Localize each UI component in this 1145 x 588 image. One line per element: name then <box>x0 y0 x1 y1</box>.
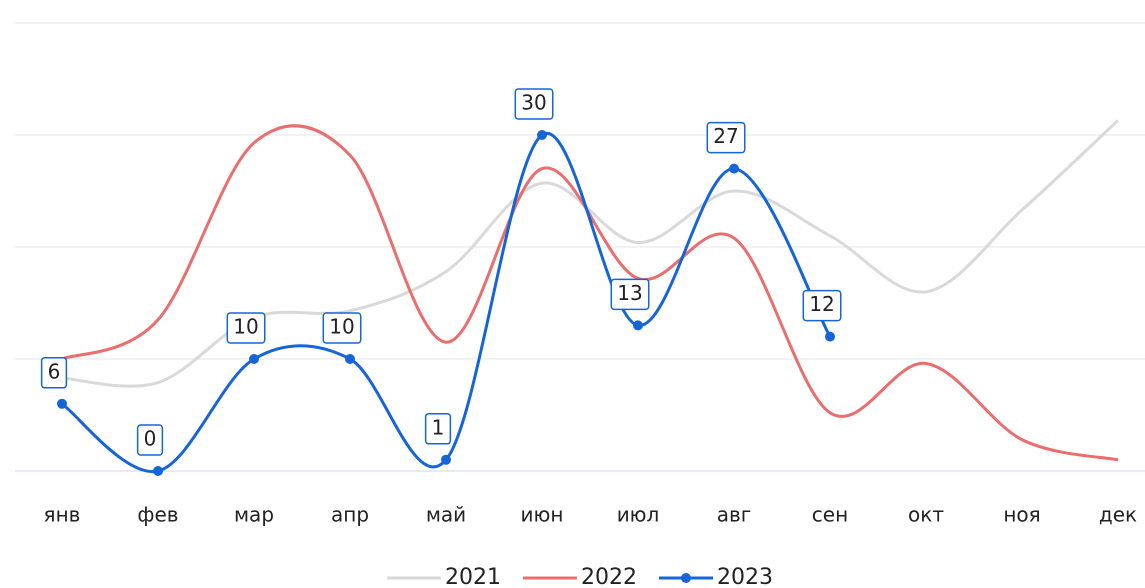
data-label-text: 6 <box>48 359 61 383</box>
legend-marker <box>681 573 691 583</box>
data-label-box <box>226 312 266 344</box>
point-marker <box>537 130 547 140</box>
data-label-text: 1 <box>432 415 445 439</box>
data-label: 10 <box>226 312 266 344</box>
point-marker <box>633 320 643 331</box>
x-tick-label: янв <box>44 503 81 527</box>
series-line <box>61 131 832 473</box>
data-label-box <box>40 357 68 389</box>
x-tick-label: дек <box>1099 503 1137 527</box>
legend: 2021 2022 2023 <box>387 565 773 588</box>
data-label-box <box>706 121 746 154</box>
data-label: 10 <box>322 312 362 344</box>
series-line <box>61 119 1120 388</box>
point-marker <box>345 354 355 364</box>
data-label: 6 <box>40 357 68 389</box>
legend-label: 2022 <box>581 565 637 588</box>
x-tick-label: июн <box>521 503 564 527</box>
data-label-text: 13 <box>617 281 642 305</box>
data-label-text: 30 <box>521 91 546 115</box>
x-tick-label: апр <box>331 503 369 527</box>
data-label: 1 <box>424 413 452 445</box>
data-label-box <box>322 312 362 344</box>
data-label-text: 10 <box>233 315 258 339</box>
x-tick-label: сен <box>812 503 848 527</box>
data-label-box <box>610 278 650 311</box>
point-marker <box>57 398 67 409</box>
legend-label: 2023 <box>717 565 773 588</box>
data-label: 0 <box>136 424 164 456</box>
data-label: 30 <box>514 88 554 120</box>
data-label-text: 12 <box>809 292 834 316</box>
legend-label: 2021 <box>445 565 501 588</box>
data-label-box <box>136 424 164 456</box>
x-tick-label: ноя <box>1003 503 1040 527</box>
point-marker <box>249 354 259 364</box>
point-marker <box>441 454 451 465</box>
data-label-text: 10 <box>329 315 354 339</box>
x-tick-label: окт <box>908 503 944 527</box>
data-label: 13 <box>610 278 650 311</box>
point-marker <box>825 331 835 342</box>
data-label-text: 0 <box>144 427 157 451</box>
point-marker <box>729 163 739 174</box>
x-tick-label: май <box>426 503 466 527</box>
point-marker <box>153 466 163 476</box>
series-line <box>61 124 1119 462</box>
x-tick-label: фев <box>137 503 178 527</box>
data-label-box <box>424 413 452 445</box>
data-label-box <box>514 88 554 120</box>
x-tick-label: июл <box>617 503 660 527</box>
x-tick-label: авг <box>717 503 752 527</box>
data-label: 12 <box>802 289 842 322</box>
data-label-box <box>802 289 842 322</box>
data-label-text: 27 <box>713 124 738 148</box>
data-label: 27 <box>706 121 746 154</box>
x-tick-label: мар <box>234 503 274 527</box>
